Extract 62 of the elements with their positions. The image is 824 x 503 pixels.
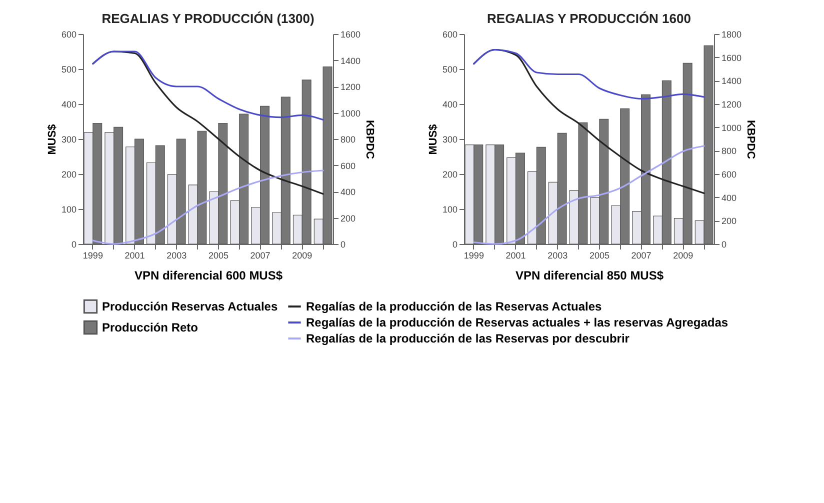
y-tick-label: 600 — [442, 30, 458, 40]
line-series — [92, 170, 324, 245]
line-series — [473, 145, 705, 245]
y-tick-label: 0 — [452, 240, 458, 250]
y-tick-label: 0 — [71, 240, 76, 250]
x-tick-label: 2007 — [631, 250, 652, 260]
y-axis-title: MUS$ — [427, 124, 440, 155]
x-tick-label: 2009 — [673, 250, 694, 260]
y2-tick-label: 1000 — [722, 122, 742, 133]
chart-title: REGALIAS Y PRODUCCIÓN 1600 — [487, 11, 691, 26]
line-series — [473, 48, 705, 100]
y2-axis-title: KBPDC — [364, 120, 376, 160]
y-tick-label: 100 — [61, 204, 76, 214]
y2-tick-label: 1600 — [722, 52, 742, 63]
y-tick-label: 400 — [61, 100, 76, 110]
y2-axis-title: KBPDC — [744, 120, 757, 160]
x-tick-label: 2009 — [292, 250, 312, 260]
y-tick-label: 500 — [61, 64, 76, 74]
x-tick-label: 2005 — [208, 250, 228, 260]
x-axis-title: VPN diferencial 850 MUS$ — [515, 268, 664, 282]
y2-tick-label: 0 — [722, 240, 727, 250]
x-axis-title: VPN diferencial 600 MUS$ — [134, 268, 283, 282]
y-tick-label: 400 — [442, 100, 458, 110]
x-tick-label: 2001 — [506, 250, 526, 260]
y-tick-label: 200 — [61, 170, 76, 180]
y-tick-label: 300 — [61, 134, 76, 144]
y-tick-label: 600 — [61, 30, 76, 40]
y2-tick-label: 1200 — [722, 100, 742, 110]
y-tick-label: 500 — [442, 64, 458, 74]
legend-label: Regalías de la producción de las Reservas Actuales — [306, 300, 602, 314]
legend-label: Producción Reto — [102, 320, 198, 334]
legend-label: Regalías de la producción de Reservas actuales + las reservas Agregadas — [306, 316, 728, 330]
y-tick-label: 300 — [442, 134, 458, 144]
y2-tick-label: 1600 — [340, 30, 361, 40]
y2-tick-label: 1400 — [340, 56, 361, 66]
y2-tick-label: 200 — [340, 213, 356, 224]
x-tick-label: 2001 — [124, 250, 145, 260]
y2-tick-label: 800 — [722, 146, 737, 156]
x-tick-label: 1999 — [82, 250, 103, 260]
chart-title: REGALIAS Y PRODUCCIÓN (1300) — [102, 11, 314, 26]
x-tick-label: 2003 — [166, 250, 187, 260]
legend-label: Regalías de la producción de las Reservas por descubrir — [306, 332, 630, 346]
y2-tick-label: 1800 — [722, 30, 742, 40]
y2-tick-label: 0 — [340, 240, 346, 250]
y-tick-label: 200 — [442, 170, 458, 180]
y2-tick-label: 800 — [340, 134, 356, 144]
y2-tick-label: 200 — [722, 216, 737, 226]
x-tick-label: 1999 — [464, 250, 484, 260]
x-tick-label: 2007 — [250, 250, 270, 260]
y2-tick-label: 400 — [722, 192, 737, 203]
y2-tick-label: 600 — [340, 160, 356, 171]
y2-tick-label: 400 — [340, 187, 356, 197]
y-axis-title: MUS$ — [46, 124, 58, 155]
y2-tick-label: 600 — [722, 170, 737, 180]
y2-tick-label: 1000 — [340, 108, 361, 118]
y2-tick-label: 1400 — [722, 76, 742, 86]
x-tick-label: 2005 — [589, 250, 610, 260]
y2-tick-label: 1200 — [340, 82, 361, 92]
y-tick-label: 100 — [442, 204, 458, 214]
line-series — [92, 50, 324, 121]
x-tick-label: 2003 — [548, 250, 568, 260]
legend-label: Producción Reservas Actuales — [102, 300, 278, 314]
